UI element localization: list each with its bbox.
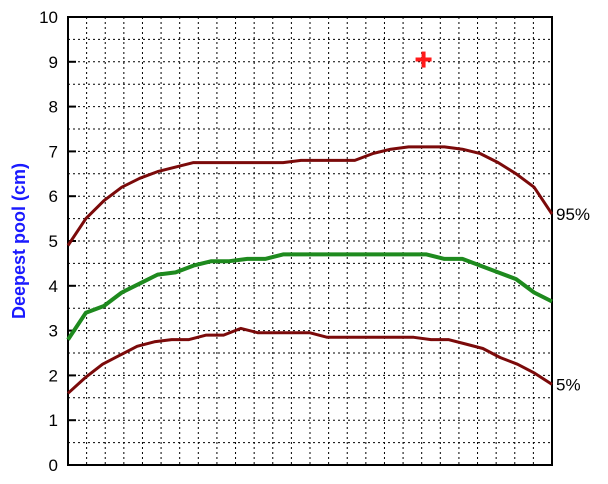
y-tick-label: 4 <box>49 277 58 296</box>
y-axis-label: Deepest pool (cm) <box>9 163 29 319</box>
observation-marker <box>415 51 432 68</box>
y-tick-label: 6 <box>49 187 58 206</box>
series-lines <box>66 145 554 395</box>
y-tick-label: 0 <box>49 456 58 475</box>
grid <box>68 17 552 465</box>
series-line-median <box>66 252 553 341</box>
series-end-labels: 95% 5% <box>556 205 590 394</box>
y-tick-label: 9 <box>49 53 58 72</box>
series-line-5pct <box>66 326 553 395</box>
series-end-label: 5% <box>556 375 581 394</box>
y-tick-label: 8 <box>49 98 58 117</box>
series-end-label: 95% <box>556 205 590 224</box>
y-axis-ticks: 0 1 2 3 4 5 6 7 8 9 10 <box>39 8 76 475</box>
y-tick-label: 1 <box>49 411 58 430</box>
y-tick-label: 10 <box>39 8 58 27</box>
y-tick-label: 5 <box>49 232 58 251</box>
y-tick-label: 2 <box>49 366 58 385</box>
series-line-95pct <box>66 145 554 247</box>
y-tick-label: 7 <box>49 142 58 161</box>
y-tick-label: 3 <box>49 322 58 341</box>
